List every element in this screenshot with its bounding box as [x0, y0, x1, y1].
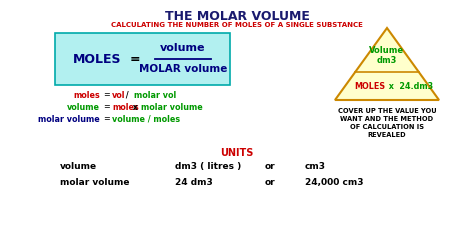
Text: 24 dm3: 24 dm3: [175, 178, 213, 187]
Text: =: =: [130, 53, 140, 65]
Text: vol: vol: [112, 91, 126, 100]
Text: MOLES: MOLES: [73, 53, 121, 65]
Text: volume / moles: volume / moles: [112, 114, 180, 123]
Text: dm3 ( litres ): dm3 ( litres ): [175, 162, 241, 171]
Text: UNITS: UNITS: [220, 148, 254, 158]
Text: COVER UP THE VALUE YOU
WANT AND THE METHOD
OF CALCULATION IS
REVEALED: COVER UP THE VALUE YOU WANT AND THE METH…: [337, 108, 436, 138]
Text: volume: volume: [160, 43, 206, 53]
Text: molar volume: molar volume: [141, 102, 202, 111]
Text: or: or: [265, 178, 275, 187]
FancyBboxPatch shape: [55, 33, 230, 85]
Text: cm3: cm3: [305, 162, 326, 171]
Text: molar volume: molar volume: [60, 178, 129, 187]
Text: =: =: [103, 114, 110, 123]
Text: moles: moles: [112, 102, 139, 111]
Text: MOLAR volume: MOLAR volume: [139, 64, 227, 74]
Text: =: =: [103, 91, 110, 100]
Text: molar volume: molar volume: [38, 114, 100, 123]
Text: x  24.dm3: x 24.dm3: [386, 82, 433, 91]
Text: moles: moles: [73, 91, 100, 100]
Text: 24,000 cm3: 24,000 cm3: [305, 178, 364, 187]
Text: CALCULATING THE NUMBER OF MOLES OF A SINGLE SUBSTANCE: CALCULATING THE NUMBER OF MOLES OF A SIN…: [111, 22, 363, 28]
Text: /: /: [123, 91, 131, 100]
Text: Volume: Volume: [369, 46, 405, 55]
Text: MOLES: MOLES: [354, 82, 385, 91]
Polygon shape: [335, 28, 439, 100]
Text: molar vol: molar vol: [134, 91, 176, 100]
Text: dm3: dm3: [377, 55, 397, 64]
Text: THE MOLAR VOLUME: THE MOLAR VOLUME: [164, 10, 310, 23]
Text: volume: volume: [67, 102, 100, 111]
Text: or: or: [265, 162, 275, 171]
Text: =: =: [103, 102, 110, 111]
Text: volume: volume: [60, 162, 97, 171]
Text: x: x: [130, 102, 141, 111]
